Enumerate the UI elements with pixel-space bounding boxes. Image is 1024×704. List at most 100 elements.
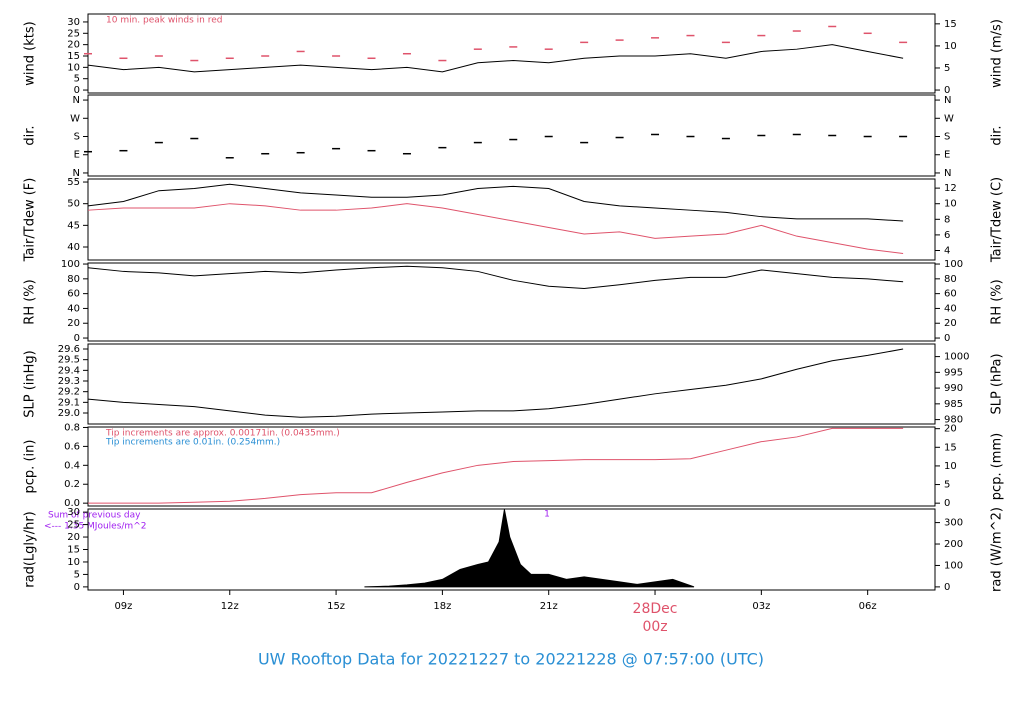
- x-tick-label: 15z: [327, 601, 345, 612]
- y-tick-label: E: [74, 150, 80, 161]
- y-tick-label: 80: [67, 274, 80, 285]
- y-axis-label: pcp. (in): [23, 440, 38, 494]
- y2-axis-label: rad (W/m^2): [990, 507, 1005, 592]
- y-tick-label: 0.8: [64, 422, 80, 433]
- y2-tick-label: S: [944, 132, 950, 143]
- y2-tick-label: 0: [944, 333, 950, 344]
- line: [87, 203, 904, 254]
- y2-tick-label: 20: [944, 424, 957, 435]
- y2-tick-label: 200: [944, 539, 963, 550]
- y-tick-label: 50: [67, 199, 80, 210]
- y-tick-label: 20: [67, 318, 80, 329]
- panel-frame: [87, 94, 936, 177]
- y2-tick-label: 990: [944, 383, 963, 394]
- y2-tick-label: 10: [944, 41, 957, 52]
- y2-tick-label: 80: [944, 274, 957, 285]
- y2-tick-label: 10: [944, 199, 957, 210]
- y2-tick-label: E: [944, 150, 950, 161]
- y2-tick-label: 15: [944, 442, 957, 453]
- y2-tick-label: 10: [944, 461, 957, 472]
- y-axis-label: rad(Lgly/hr): [23, 511, 38, 587]
- y-tick-label: 30: [67, 507, 80, 518]
- y-tick-label: 29.4: [58, 365, 80, 376]
- x-tick-label: 06z: [859, 601, 877, 612]
- y-tick-label: 29.1: [58, 397, 80, 408]
- y2-axis-label: wind (m/s): [990, 19, 1005, 88]
- y-axis-label: dir.: [23, 125, 38, 145]
- y-tick-label: 60: [67, 289, 80, 300]
- y2-tick-label: 980: [944, 415, 963, 426]
- y2-tick-label: 300: [944, 518, 963, 529]
- y-tick-label: 45: [67, 220, 80, 231]
- annotation: 10 min. peak winds in red: [106, 16, 223, 26]
- y-tick-label: 5: [74, 74, 80, 85]
- x-tick-label: 03z: [752, 601, 770, 612]
- y-tick-label: 0.2: [64, 479, 80, 490]
- line: [87, 183, 904, 222]
- y-tick-label: 0: [74, 85, 80, 96]
- y-tick-label: N: [73, 95, 80, 106]
- x-tick-label: 12z: [221, 601, 239, 612]
- x-tick-label: 00z: [642, 619, 667, 635]
- panel-frame: [87, 343, 936, 425]
- y2-tick-label: 4: [944, 245, 950, 256]
- y-tick-label: 29.5: [58, 355, 80, 366]
- y-tick-label: 0.4: [64, 460, 80, 471]
- y-tick-label: 29.0: [58, 408, 80, 419]
- y2-tick-label: 985: [944, 399, 963, 410]
- y2-tick-label: 0: [944, 582, 950, 593]
- y2-axis-label: SLP (hPa): [990, 353, 1005, 414]
- y-tick-label: 5: [74, 569, 80, 580]
- y2-tick-label: 0: [944, 85, 950, 96]
- y-axis-label: SLP (inHg): [23, 350, 38, 418]
- y2-tick-label: 6: [944, 230, 950, 241]
- y-axis-label: RH (%): [23, 279, 38, 324]
- y2-tick-label: N: [944, 95, 951, 106]
- x-tick-label: 09z: [114, 601, 132, 612]
- line: [88, 427, 904, 504]
- y-tick-label: 20: [67, 532, 80, 543]
- y2-tick-label: N: [944, 168, 951, 179]
- y-tick-label: S: [74, 132, 80, 143]
- y2-tick-label: 8: [944, 214, 950, 225]
- y2-axis-label: dir.: [990, 125, 1005, 145]
- y-tick-label: 29.6: [58, 344, 80, 355]
- y2-axis-label: pcp. (mm): [990, 433, 1005, 500]
- y2-tick-label: 1000: [944, 352, 969, 363]
- y2-tick-label: 40: [944, 303, 957, 314]
- y-tick-label: 25: [67, 28, 80, 39]
- y2-tick-label: 100: [944, 560, 963, 571]
- y-tick-label: 29.2: [58, 387, 80, 398]
- panel-frame: [87, 178, 936, 261]
- panel-frame: [87, 426, 936, 507]
- panel-frame: [87, 13, 936, 94]
- y-tick-label: 10: [67, 557, 80, 568]
- y-tick-label: 20: [67, 40, 80, 51]
- y-tick-label: 0: [74, 582, 80, 593]
- panel-frame: [87, 262, 936, 342]
- y-tick-label: 0.0: [64, 498, 80, 509]
- y-tick-label: 40: [67, 242, 80, 253]
- y2-tick-label: 12: [944, 183, 957, 194]
- line: [87, 44, 904, 73]
- y-tick-label: 10: [67, 62, 80, 73]
- date-label: 28Dec: [633, 601, 678, 617]
- x-tick-label: 18z: [433, 601, 451, 612]
- annotation: Sum of previous day: [48, 511, 141, 521]
- line: [87, 348, 904, 418]
- y-tick-label: 100: [61, 259, 80, 270]
- y-tick-label: 30: [67, 17, 80, 28]
- y2-tick-label: W: [944, 113, 954, 124]
- annotation: Tip increments are 0.01in. (0.254mm.): [105, 438, 280, 448]
- y2-axis-label: RH (%): [990, 279, 1005, 324]
- y2-tick-label: 15: [944, 19, 957, 30]
- area: [364, 509, 695, 588]
- x-tick-label: 21z: [540, 601, 558, 612]
- annotation: <--- 1.35 MJoules/m^2: [44, 522, 146, 532]
- y2-tick-label: 5: [944, 480, 950, 491]
- y2-tick-label: 995: [944, 367, 963, 378]
- y-tick-label: 0.6: [64, 441, 80, 452]
- annotation: 1: [544, 510, 550, 520]
- y2-axis-label: Tair/Tdew (C): [990, 177, 1005, 263]
